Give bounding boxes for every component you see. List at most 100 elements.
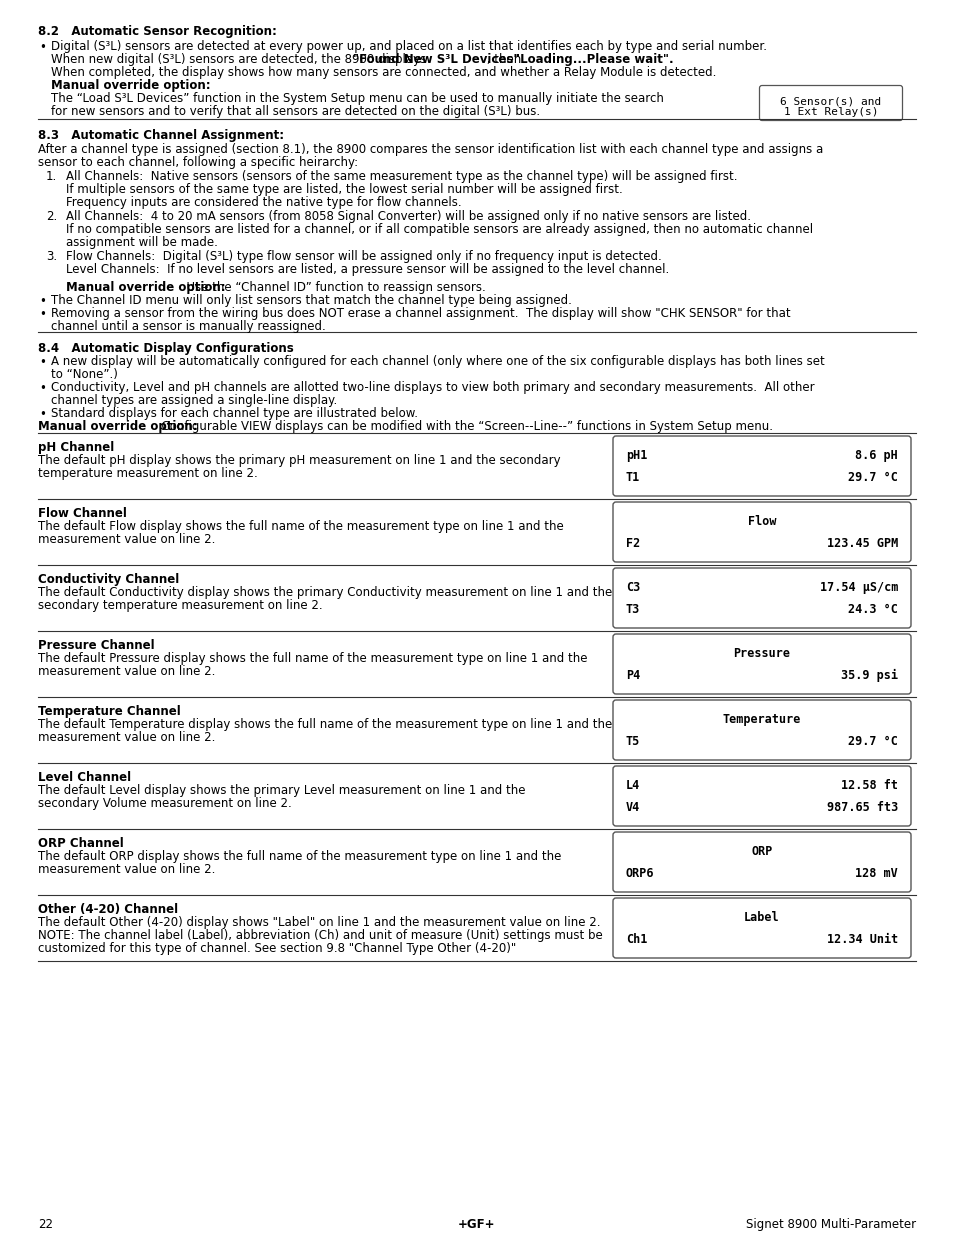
Text: A new display will be automatically configured for each channel (only where one : A new display will be automatically conf…	[51, 354, 824, 368]
Text: When new digital (S³L) sensors are detected, the 8900 displays: When new digital (S³L) sensors are detec…	[51, 53, 430, 65]
Text: C3: C3	[625, 580, 639, 594]
Text: Ch1: Ch1	[625, 932, 647, 946]
Text: 12.58 ft: 12.58 ft	[841, 779, 897, 792]
Text: 8.3   Automatic Channel Assignment:: 8.3 Automatic Channel Assignment:	[38, 128, 284, 142]
Text: 8.4   Automatic Display Configurations: 8.4 Automatic Display Configurations	[38, 342, 294, 354]
Text: T3: T3	[625, 603, 639, 616]
Text: Manual override option:: Manual override option:	[66, 282, 226, 294]
Text: Label: Label	[743, 911, 779, 924]
Text: Conductivity, Level and pH channels are allotted two-line displays to view both : Conductivity, Level and pH channels are …	[51, 382, 814, 394]
Text: V4: V4	[625, 802, 639, 814]
Text: 6 Sensor(s) and: 6 Sensor(s) and	[780, 96, 881, 106]
Text: "Loading...Please wait".: "Loading...Please wait".	[514, 53, 673, 65]
Text: 24.3 °C: 24.3 °C	[847, 603, 897, 616]
FancyBboxPatch shape	[613, 634, 910, 694]
Text: 29.7 °C: 29.7 °C	[847, 471, 897, 484]
Text: •: •	[39, 382, 46, 395]
Text: Level Channels:  If no level sensors are listed, a pressure sensor will be assig: Level Channels: If no level sensors are …	[66, 263, 669, 275]
FancyBboxPatch shape	[613, 898, 910, 958]
Text: •: •	[39, 295, 46, 308]
Text: T1: T1	[625, 471, 639, 484]
Text: When completed, the display shows how many sensors are connected, and whether a : When completed, the display shows how ma…	[51, 65, 716, 79]
FancyBboxPatch shape	[613, 766, 910, 826]
Text: Use the “Channel ID” function to reassign sensors.: Use the “Channel ID” function to reassig…	[179, 282, 485, 294]
FancyBboxPatch shape	[613, 832, 910, 892]
Text: Manual override option:: Manual override option:	[51, 79, 211, 91]
Text: Digital (S³L) sensors are detected at every power up, and placed on a list that : Digital (S³L) sensors are detected at ev…	[51, 40, 766, 53]
Text: 8.2   Automatic Sensor Recognition:: 8.2 Automatic Sensor Recognition:	[38, 25, 276, 38]
Text: All Channels:  Native sensors (sensors of the same measurement type as the chann: All Channels: Native sensors (sensors of…	[66, 170, 737, 183]
Text: •: •	[39, 408, 46, 421]
Text: The default Temperature display shows the full name of the measurement type on l: The default Temperature display shows th…	[38, 718, 612, 731]
Text: If multiple sensors of the same type are listed, the lowest serial number will b: If multiple sensors of the same type are…	[66, 183, 622, 196]
Text: T5: T5	[625, 735, 639, 748]
Text: The Channel ID menu will only list sensors that match the channel type being ass: The Channel ID menu will only list senso…	[51, 294, 571, 308]
Text: 987.65 ft3: 987.65 ft3	[826, 802, 897, 814]
Text: F2: F2	[625, 537, 639, 550]
FancyBboxPatch shape	[613, 501, 910, 562]
Text: Configurable VIEW displays can be modified with the “Screen--Line--” functions i: Configurable VIEW displays can be modifi…	[153, 420, 772, 433]
Text: P4: P4	[625, 669, 639, 682]
Text: Standard displays for each channel type are illustrated below.: Standard displays for each channel type …	[51, 408, 417, 420]
Text: , then: , then	[482, 53, 524, 65]
Text: The default Level display shows the primary Level measurement on line 1 and the: The default Level display shows the prim…	[38, 784, 525, 797]
FancyBboxPatch shape	[613, 568, 910, 629]
Text: •: •	[39, 308, 46, 321]
FancyBboxPatch shape	[613, 700, 910, 760]
Text: •: •	[39, 356, 46, 369]
Text: The default Flow display shows the full name of the measurement type on line 1 a: The default Flow display shows the full …	[38, 520, 563, 534]
Text: 1.: 1.	[46, 170, 57, 183]
FancyBboxPatch shape	[613, 436, 910, 496]
Text: ORP: ORP	[751, 845, 772, 858]
Text: 3.: 3.	[46, 249, 57, 263]
Text: channel until a sensor is manually reassigned.: channel until a sensor is manually reass…	[51, 320, 325, 333]
Text: to “None”.): to “None”.)	[51, 368, 118, 382]
Text: Removing a sensor from the wiring bus does NOT erase a channel assignment.  The : Removing a sensor from the wiring bus do…	[51, 308, 790, 320]
Text: assignment will be made.: assignment will be made.	[66, 236, 217, 249]
FancyBboxPatch shape	[759, 85, 902, 121]
Text: The default pH display shows the primary pH measurement on line 1 and the second: The default pH display shows the primary…	[38, 454, 560, 467]
Text: temperature measurement on line 2.: temperature measurement on line 2.	[38, 467, 257, 480]
Text: +GF+: +GF+	[457, 1218, 496, 1231]
Text: Temperature: Temperature	[722, 713, 801, 726]
Text: Conductivity Channel: Conductivity Channel	[38, 573, 179, 585]
Text: L4: L4	[625, 779, 639, 792]
Text: 1 Ext Relay(s): 1 Ext Relay(s)	[783, 107, 878, 117]
Text: Flow Channels:  Digital (S³L) type flow sensor will be assigned only if no frequ: Flow Channels: Digital (S³L) type flow s…	[66, 249, 661, 263]
Text: secondary temperature measurement on line 2.: secondary temperature measurement on lin…	[38, 599, 322, 613]
Text: After a channel type is assigned (section 8.1), the 8900 compares the sensor ide: After a channel type is assigned (sectio…	[38, 143, 822, 156]
Text: secondary Volume measurement on line 2.: secondary Volume measurement on line 2.	[38, 797, 292, 810]
Text: Temperature Channel: Temperature Channel	[38, 705, 180, 718]
Text: 29.7 °C: 29.7 °C	[847, 735, 897, 748]
Text: The default ORP display shows the full name of the measurement type on line 1 an: The default ORP display shows the full n…	[38, 850, 560, 863]
Text: •: •	[39, 41, 46, 54]
Text: Frequency inputs are considered the native type for flow channels.: Frequency inputs are considered the nati…	[66, 196, 461, 209]
Text: sensor to each channel, following a specific heirarchy:: sensor to each channel, following a spec…	[38, 156, 357, 169]
Text: The default Pressure display shows the full name of the measurement type on line: The default Pressure display shows the f…	[38, 652, 587, 664]
Text: Other (4-20) Channel: Other (4-20) Channel	[38, 903, 178, 916]
Text: The default Other (4-20) display shows "Label" on line 1 and the measurement val: The default Other (4-20) display shows "…	[38, 916, 599, 929]
Text: measurement value on line 2.: measurement value on line 2.	[38, 731, 215, 743]
Text: ORP Channel: ORP Channel	[38, 837, 124, 850]
Text: NOTE: The channel label (Label), abbreviation (Ch) and unit of measure (Unit) se: NOTE: The channel label (Label), abbrevi…	[38, 929, 602, 942]
Text: The “Load S³L Devices” function in the System Setup menu can be used to manually: The “Load S³L Devices” function in the S…	[51, 91, 663, 105]
Text: measurement value on line 2.: measurement value on line 2.	[38, 534, 215, 546]
Text: Pressure Channel: Pressure Channel	[38, 638, 154, 652]
Text: measurement value on line 2.: measurement value on line 2.	[38, 664, 215, 678]
Text: Pressure: Pressure	[733, 647, 790, 659]
Text: 123.45 GPM: 123.45 GPM	[826, 537, 897, 550]
Text: channel types are assigned a single-line display.: channel types are assigned a single-line…	[51, 394, 337, 408]
Text: pH Channel: pH Channel	[38, 441, 114, 454]
Text: 2.: 2.	[46, 210, 57, 224]
Text: Manual override option:: Manual override option:	[38, 420, 197, 433]
Text: 128 mV: 128 mV	[854, 867, 897, 881]
Text: All Channels:  4 to 20 mA sensors (from 8058 Signal Converter) will be assigned : All Channels: 4 to 20 mA sensors (from 8…	[66, 210, 750, 224]
Text: 17.54 μS/cm: 17.54 μS/cm	[819, 580, 897, 594]
Text: Flow: Flow	[747, 515, 776, 529]
Text: 12.34 Unit: 12.34 Unit	[826, 932, 897, 946]
Text: Signet 8900 Multi-Parameter: Signet 8900 Multi-Parameter	[745, 1218, 915, 1231]
Text: Flow Channel: Flow Channel	[38, 508, 127, 520]
Text: 35.9 psi: 35.9 psi	[841, 669, 897, 682]
Text: "Found New S³L Devices": "Found New S³L Devices"	[353, 53, 519, 65]
Text: ORP6: ORP6	[625, 867, 654, 881]
